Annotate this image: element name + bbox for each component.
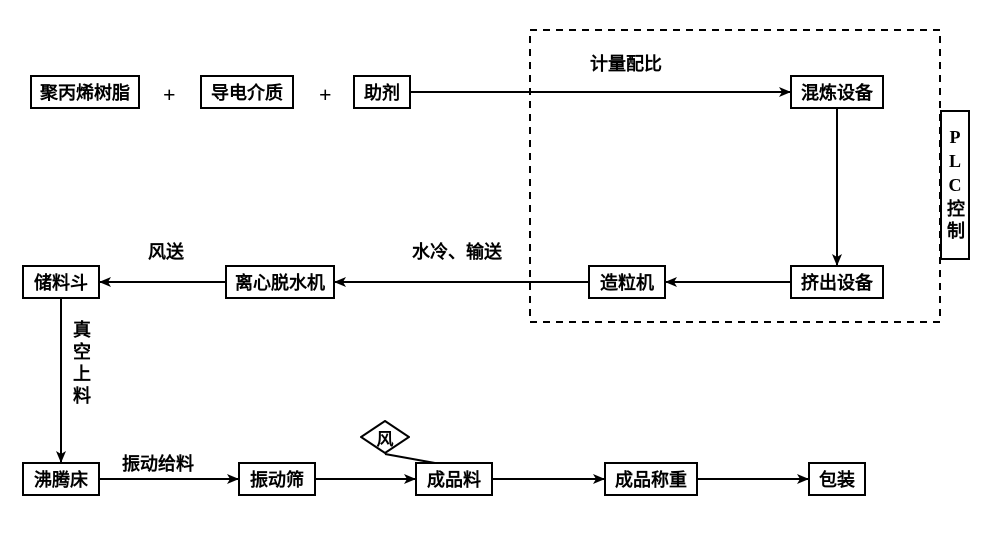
edge-label-l4: 真空上料 <box>68 320 94 408</box>
node-10: 振动筛 <box>238 462 316 496</box>
plc-control-box: PLC控制 <box>940 110 970 260</box>
node-1: 聚丙烯树脂 <box>30 75 140 109</box>
node-11: 成品料 <box>415 462 493 496</box>
plus-p2: + <box>319 82 332 108</box>
node-9: 沸腾床 <box>22 462 100 496</box>
edge-label-l3: 风送 <box>148 238 184 264</box>
edge-label-l2: 水冷、输送 <box>412 238 502 264</box>
node-13-label: 包装 <box>819 466 855 492</box>
node-13: 包装 <box>808 462 866 496</box>
node-12: 成品称重 <box>604 462 698 496</box>
node-6: 造粒机 <box>588 265 666 299</box>
node-4-label: 混炼设备 <box>801 79 873 105</box>
node-2: 导电介质 <box>200 75 294 109</box>
node-5-label: 挤出设备 <box>801 269 873 295</box>
node-1-label: 聚丙烯树脂 <box>40 79 130 105</box>
node-8: 储料斗 <box>22 265 100 299</box>
wind-diamond: 风 <box>360 420 410 454</box>
node-8-label: 储料斗 <box>34 269 88 295</box>
node-7-label: 离心脱水机 <box>235 269 325 295</box>
node-4: 混炼设备 <box>790 75 884 109</box>
node-9-label: 沸腾床 <box>34 466 88 492</box>
node-5: 挤出设备 <box>790 265 884 299</box>
plc-label: PLC控制 <box>942 127 968 243</box>
node-3-label: 助剂 <box>364 79 400 105</box>
plus-p1: + <box>163 82 176 108</box>
node-7: 离心脱水机 <box>225 265 335 299</box>
node-6-label: 造粒机 <box>600 269 654 295</box>
wind-diamond-label: 风 <box>360 420 410 454</box>
node-10-label: 振动筛 <box>250 466 304 492</box>
node-3: 助剂 <box>353 75 411 109</box>
node-12-label: 成品称重 <box>615 466 687 492</box>
node-11-label: 成品料 <box>427 466 481 492</box>
node-2-label: 导电介质 <box>211 79 283 105</box>
edge-label-l5: 振动给料 <box>122 450 194 476</box>
edge-label-l1: 计量配比 <box>590 50 662 76</box>
